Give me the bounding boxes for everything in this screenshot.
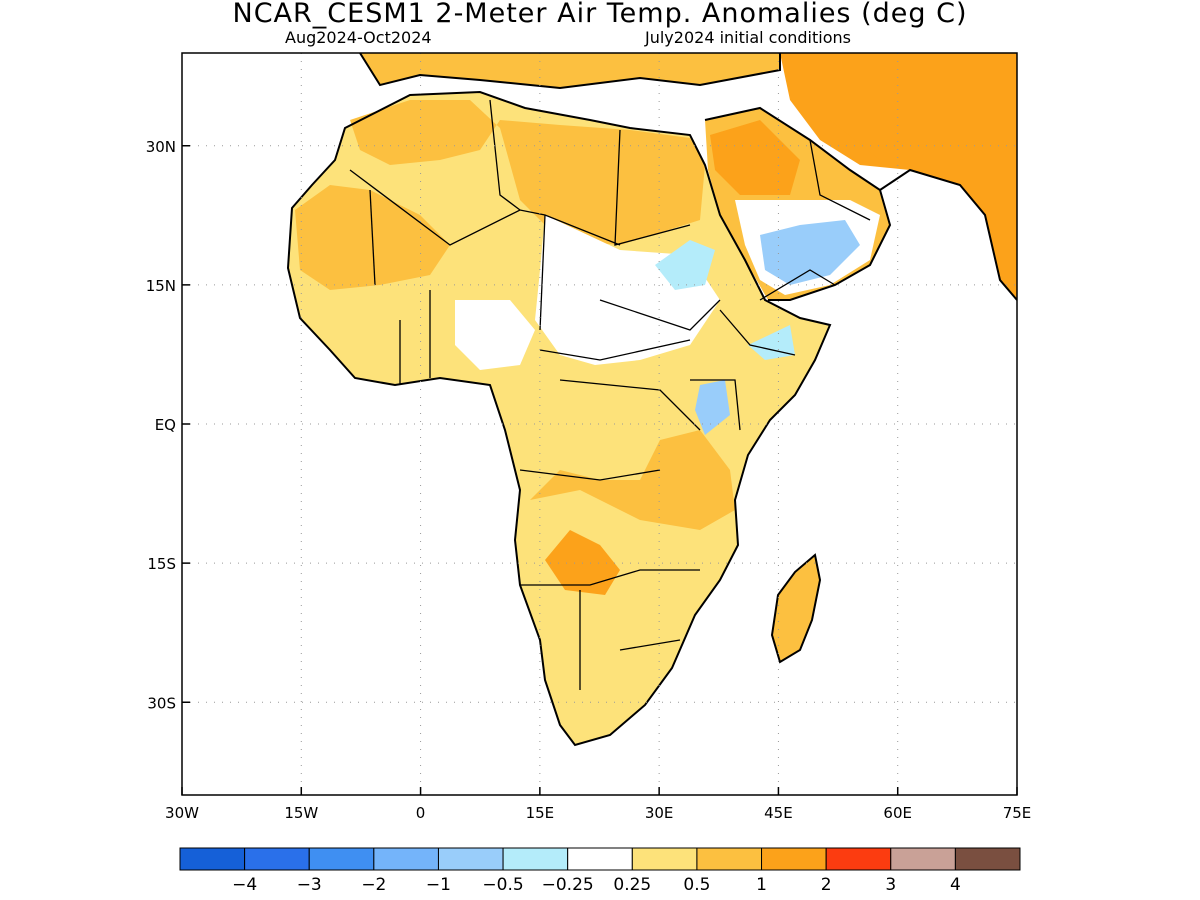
colorbar-swatch [890, 847, 956, 871]
anomaly-warm-southern [530, 430, 735, 530]
colorbar-swatch [825, 847, 892, 871]
colorbar-swatch [954, 847, 1021, 871]
colorbar-label: −3 [297, 875, 322, 895]
country-borders [349, 99, 871, 690]
colorbar-swatch [373, 847, 439, 871]
lat-tick-label: 30N [146, 138, 176, 156]
colorbar: −4 −3 −2 −1 −0.5 −0.25 0.25 0.5 1 2 3 4 [179, 847, 1021, 895]
colorbar-label: −4 [232, 875, 257, 895]
axis-labels: 30W 15W 0 15E 30E 45E 60E 75E 30N 15N EQ 15S 30S [146, 138, 1032, 822]
lon-tick-label: 30W [165, 804, 199, 822]
colorbar-label: 1 [756, 875, 767, 895]
colorbar-swatch [761, 847, 827, 871]
colorbar-label: 0.25 [613, 875, 651, 895]
lon-tick-label: 0 [416, 804, 426, 822]
colorbar-swatch [502, 847, 569, 871]
forecast-period: Aug2024-Oct2024 [285, 28, 432, 47]
colorbar-label: −0.5 [482, 875, 523, 895]
anomaly-cool-ethiopia [748, 325, 795, 360]
anomaly-warm-mideast [710, 120, 800, 195]
map-title: NCAR_CESM1 2-Meter Air Temp. Anomalies (… [232, 0, 968, 29]
colorbar-swatch [567, 847, 633, 871]
madagascar [772, 555, 820, 662]
colorbar-label: 3 [885, 875, 896, 895]
map-plot-area [286, 53, 1017, 747]
coastlines-and-borders [286, 53, 1017, 747]
lon-tick-label: 75E [1003, 804, 1032, 822]
colorbar-label: 0.5 [683, 875, 710, 895]
anomaly-neutral-westafrica [455, 300, 535, 370]
lon-tick-label: 15W [284, 804, 318, 822]
colorbar-label: −2 [361, 875, 386, 895]
anomaly-cool-sudan [655, 240, 715, 290]
anomaly-cool-yemen [760, 220, 860, 285]
colorbar-swatch [244, 847, 310, 871]
lon-tick-label: 15E [526, 804, 555, 822]
colorbar-label: 4 [950, 875, 961, 895]
lon-tick-label: 45E [764, 804, 793, 822]
lon-tick-label: 60E [883, 804, 912, 822]
colorbar-label: 2 [821, 875, 832, 895]
colorbar-swatch [308, 847, 375, 871]
initial-conditions: July2024 initial conditions [645, 28, 851, 47]
anomaly-neutral-sahel [535, 215, 720, 365]
southern-europe [360, 53, 780, 88]
lat-tick-label: 15N [146, 277, 176, 295]
colorbar-label: −0.25 [542, 875, 594, 895]
colorbar-swatch [437, 847, 504, 871]
lat-tick-label: 30S [147, 694, 176, 712]
colorbar-swatch [179, 847, 246, 871]
anomaly-warm-iran [830, 60, 1005, 165]
colorbar-swatch [631, 847, 698, 871]
colorbar-label: −1 [426, 875, 451, 895]
anomaly-cool-kenya [695, 380, 730, 435]
lat-tick-label: 15S [147, 555, 176, 573]
anomaly-warm-angola-namibia [545, 530, 620, 595]
colorbar-swatch [696, 847, 763, 871]
lon-tick-label: 30E [645, 804, 674, 822]
lat-tick-label: EQ [155, 416, 176, 434]
